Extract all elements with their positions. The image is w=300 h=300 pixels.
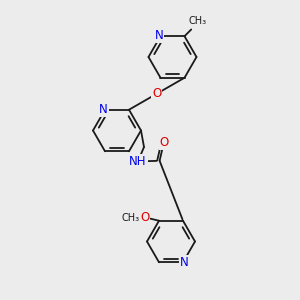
Text: O: O bbox=[160, 136, 169, 149]
Text: NH: NH bbox=[129, 155, 147, 168]
Text: CH₃: CH₃ bbox=[188, 16, 206, 26]
Text: CH₃: CH₃ bbox=[122, 213, 140, 223]
Text: O: O bbox=[152, 87, 161, 100]
Text: N: N bbox=[154, 29, 164, 42]
Text: O: O bbox=[140, 211, 149, 224]
Text: N: N bbox=[99, 103, 108, 116]
Text: N: N bbox=[179, 256, 188, 269]
